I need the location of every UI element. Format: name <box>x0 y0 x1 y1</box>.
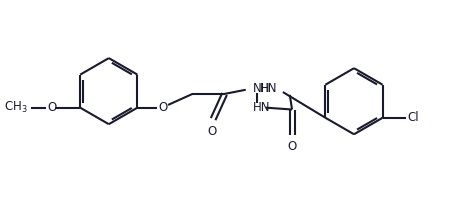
Text: HN: HN <box>253 101 270 114</box>
Text: NH: NH <box>253 82 270 95</box>
Text: O: O <box>158 101 167 114</box>
Text: HN: HN <box>260 82 278 95</box>
Text: CH$_3$: CH$_3$ <box>4 100 27 115</box>
Text: O: O <box>287 140 297 153</box>
Text: O: O <box>47 101 56 114</box>
Text: Cl: Cl <box>407 111 419 124</box>
Text: O: O <box>208 125 217 138</box>
